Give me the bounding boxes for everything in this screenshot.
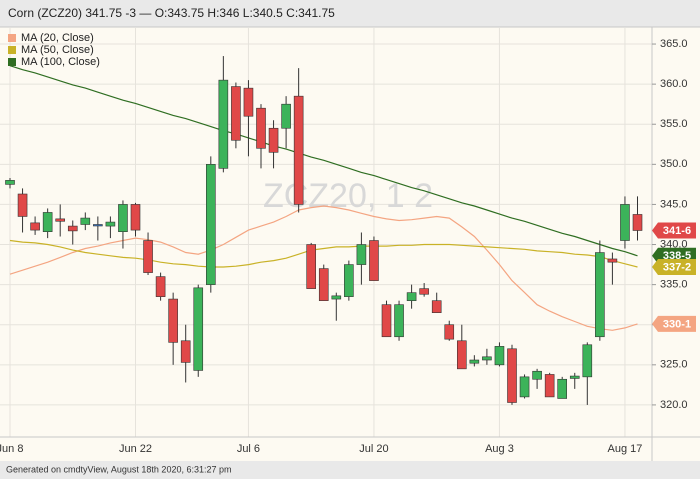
candle-body xyxy=(218,79,229,169)
grid xyxy=(0,28,652,437)
candle-body xyxy=(482,356,492,361)
candle-body xyxy=(143,240,153,273)
candle-body xyxy=(30,222,40,231)
candle-body xyxy=(331,295,342,300)
candle-body xyxy=(532,370,542,380)
ma-line xyxy=(9,239,638,268)
candle-body xyxy=(369,240,379,281)
x-tick-label: Jun 8 xyxy=(0,443,23,455)
y-tick-label: 320.0 xyxy=(660,399,688,411)
candle-body xyxy=(344,264,354,297)
y-tick-label: 325.0 xyxy=(660,359,688,371)
candle-body xyxy=(67,225,78,232)
candle-body xyxy=(118,204,128,232)
legend-label: MA (100, Close) xyxy=(21,56,100,68)
x-tick-label: Jun 22 xyxy=(119,443,152,455)
candle-body xyxy=(519,376,530,398)
candle-body xyxy=(168,298,178,343)
candle-body xyxy=(544,374,555,398)
candle-body xyxy=(507,348,517,403)
candle-body xyxy=(256,107,266,149)
y-tick-label: 350.0 xyxy=(660,158,688,170)
candle-body xyxy=(231,86,241,141)
candle-body xyxy=(80,217,91,225)
candle-body xyxy=(595,252,605,338)
candle-body xyxy=(93,224,103,227)
price-tag-label: 330-1 xyxy=(663,318,691,330)
price-tag xyxy=(652,222,696,239)
candle-body xyxy=(318,268,329,301)
candle-body xyxy=(180,340,191,363)
candle-body xyxy=(42,212,53,232)
price-tag xyxy=(652,258,696,275)
candle-body xyxy=(293,95,304,205)
candle-body xyxy=(306,244,317,289)
footer: Generated on cmdtyView, August 18th 2020… xyxy=(6,464,232,474)
legend-swatch xyxy=(8,46,16,54)
candle-body xyxy=(469,359,480,364)
price-tag-label: 341-6 xyxy=(663,225,691,237)
x-tick-label: Jul 20 xyxy=(359,443,388,455)
y-tick-label: 335.0 xyxy=(660,279,688,291)
candle-body xyxy=(243,87,254,117)
candle-body xyxy=(155,276,166,297)
y-tick-label: 365.0 xyxy=(660,38,688,50)
legend-swatch xyxy=(8,34,16,42)
candle-body xyxy=(632,214,643,231)
candle-body xyxy=(130,204,141,231)
candle-body xyxy=(582,344,593,378)
y-tick-label: 360.0 xyxy=(660,78,688,90)
legend-label: MA (20, Close) xyxy=(21,32,94,44)
legend-swatch xyxy=(8,58,16,66)
candle-body xyxy=(356,244,367,265)
candle-body xyxy=(444,324,455,340)
ma-line xyxy=(9,65,638,257)
candle-body xyxy=(193,287,204,371)
watermark: ZCZ20, 1 2 xyxy=(263,177,433,215)
y-tick-label: 345.0 xyxy=(660,198,688,210)
candle-body xyxy=(557,378,568,399)
legend-label: MA (50, Close) xyxy=(21,44,94,56)
ma-line xyxy=(9,205,638,331)
candle-body xyxy=(206,164,216,285)
candle-body xyxy=(620,204,630,241)
candle-body xyxy=(281,103,291,129)
candle-body xyxy=(5,180,15,185)
price-tag-label: 337-2 xyxy=(663,261,691,273)
candle-body xyxy=(419,288,429,295)
candle-body xyxy=(406,292,417,301)
candle-body xyxy=(17,193,28,217)
candle-body xyxy=(607,258,618,263)
candle-body xyxy=(456,340,467,370)
y-tick-label: 340.0 xyxy=(660,238,688,250)
candle-body xyxy=(394,304,404,338)
candle-body xyxy=(431,300,442,313)
candle-body xyxy=(381,304,392,338)
x-tick-label: Aug 17 xyxy=(608,443,643,455)
candle-body xyxy=(55,218,66,222)
chart-title: Corn (ZCZ20) 341.75 -3 — O:343.75 H:346 … xyxy=(8,6,335,20)
candle-body xyxy=(494,346,505,366)
candle-body xyxy=(105,221,116,227)
candle-body xyxy=(268,127,279,153)
x-tick-label: Jul 6 xyxy=(237,443,260,455)
footer-bar xyxy=(0,461,700,479)
x-tick-label: Aug 3 xyxy=(485,443,514,455)
price-tag xyxy=(652,315,696,332)
candle-body xyxy=(569,375,580,379)
header-bar xyxy=(0,0,700,27)
y-tick-label: 355.0 xyxy=(660,118,688,130)
